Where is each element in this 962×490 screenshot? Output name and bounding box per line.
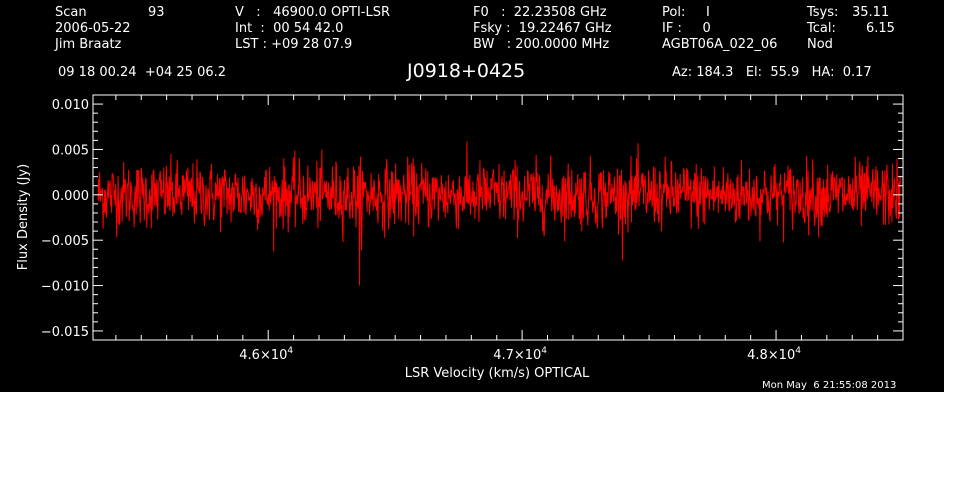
tcal-value: 6.15 — [866, 21, 895, 36]
x-tick-label: 4.8×104 — [747, 346, 801, 363]
y-tick-label: −0.005 — [41, 234, 89, 249]
bandwidth-line: BW : 200.0000 MHz — [473, 37, 610, 52]
spectrum-chart: 0.010 0.005 0.000 −0.005 −0.010 −0.015 4.6×10… — [16, 94, 904, 381]
rest-frequency-line: F0 : 22.23508 GHz — [473, 5, 607, 20]
integration-line: Int : 00 54 42.0 — [235, 21, 344, 36]
plot-timestamp: Mon May 6 21:55:08 2013 — [762, 380, 897, 391]
x-axis-ticks: 4.6×104 4.7×104 4.8×104 — [115, 95, 904, 363]
y-tick-label: −0.015 — [41, 325, 89, 340]
observation-date: 2006-05-22 — [55, 21, 131, 36]
plot-frame — [92, 94, 904, 341]
velocity-line: V : 46900.0 OPTI-LSR — [235, 5, 391, 20]
x-axis-label: LSR Velocity (km/s) OPTICAL — [405, 366, 590, 381]
y-axis-ticks: 0.010 0.005 0.000 −0.005 −0.010 −0.015 — [41, 98, 903, 340]
sky-frequency-line: Fsky : 19.22467 GHz — [473, 21, 612, 36]
az-el-ha-line: Az: 184.3 El: 55.9 HA: 0.17 — [672, 65, 872, 80]
tsys-label: Tsys: — [807, 5, 839, 20]
tsys-value: 35.11 — [852, 5, 890, 20]
x-tick-label: 4.6×104 — [239, 346, 293, 363]
lst-line: LST : +09 28 07.9 — [235, 37, 353, 52]
source-name: J0918+0425 — [407, 60, 526, 82]
y-tick-label: 0.000 — [52, 189, 89, 204]
if-line: IF : 0 — [662, 21, 711, 36]
spectrum-series — [97, 141, 901, 286]
y-tick-label: 0.010 — [52, 98, 89, 113]
project-id: AGBT06A_022_06 — [662, 37, 778, 52]
polarization-line: Pol: I — [662, 5, 710, 20]
y-tick-label: 0.005 — [52, 143, 89, 158]
scan-value: 93 — [148, 5, 165, 20]
source-coordinates: 09 18 00.24 +04 25 06.2 — [58, 65, 227, 80]
tcal-label: Tcal: — [807, 21, 836, 36]
y-axis-label: Flux Density (Jy) — [16, 164, 31, 270]
spectrum-line — [97, 141, 901, 286]
scan-label: Scan — [55, 5, 87, 20]
x-tick-label: 4.7×104 — [493, 346, 547, 363]
procedure-name: Nod — [807, 37, 833, 52]
y-tick-label: −0.010 — [41, 280, 89, 295]
observer-name: Jim Braatz — [55, 37, 122, 52]
